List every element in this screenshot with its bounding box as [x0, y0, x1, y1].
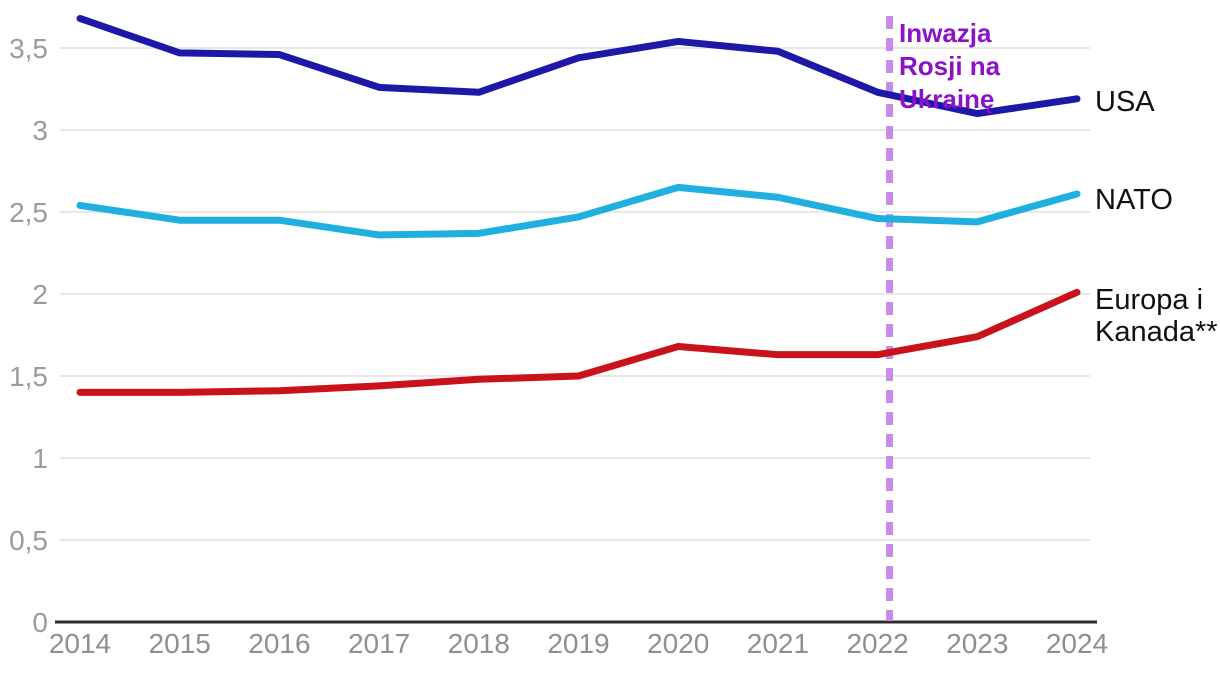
- x-tick-label: 2014: [49, 628, 111, 659]
- series-line-nato: [76, 183, 1081, 239]
- x-tick-label: 2016: [248, 628, 310, 659]
- x-tick-label: 2021: [747, 628, 809, 659]
- y-tick-label: 3,5: [9, 33, 48, 64]
- y-tick-label: 1,5: [9, 361, 48, 392]
- x-tick-label: 2019: [547, 628, 609, 659]
- y-tick-label: 2: [32, 279, 48, 310]
- x-tick-label: 2018: [448, 628, 510, 659]
- y-tick-label: 0,5: [9, 525, 48, 556]
- x-tick-label: 2022: [846, 628, 908, 659]
- x-tick-label: 2024: [1046, 628, 1108, 659]
- annotation-invasion-label: Inwazja Rosji na Ukrainę: [899, 18, 1001, 114]
- series-label-usa: USA: [1095, 86, 1155, 118]
- series-line-usa: [76, 14, 1081, 118]
- y-tick-label: 2,5: [9, 197, 48, 228]
- x-tick-label: 2015: [149, 628, 211, 659]
- y-tick-label: 3: [32, 115, 48, 146]
- series-label-nato: NATO: [1095, 184, 1173, 216]
- series-line-europa-i-kanada: [76, 288, 1081, 396]
- x-tick-label: 2017: [348, 628, 410, 659]
- y-tick-label: 0: [32, 607, 48, 638]
- y-tick-label: 1: [32, 443, 48, 474]
- x-tick-label: 2023: [946, 628, 1008, 659]
- x-tick-label: 2020: [647, 628, 709, 659]
- series-label-europa-i-kanada: Europa i Kanada**: [1095, 284, 1218, 348]
